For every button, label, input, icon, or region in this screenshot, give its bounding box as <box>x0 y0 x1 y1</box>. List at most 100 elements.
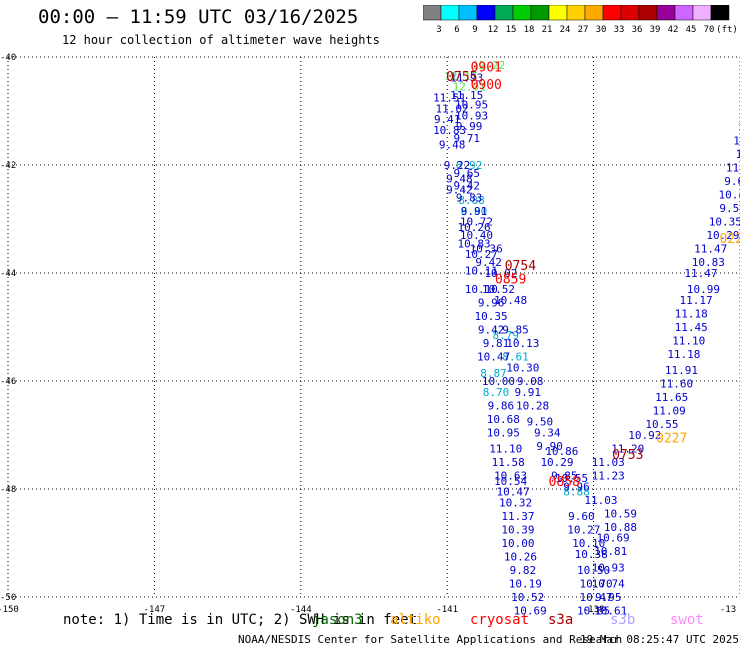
color-swatch <box>656 5 676 21</box>
wave-height-value: 11.45 <box>675 321 708 334</box>
wave-height-value: 11.18 <box>675 308 708 321</box>
wave-height-value: 9.22 <box>444 159 471 172</box>
wave-height-value: 10.88 <box>604 521 637 534</box>
wave-height-value: 9.64 <box>724 175 740 188</box>
wave-height-value: 10.42 <box>719 189 740 202</box>
wave-height-value: 10.72 <box>460 216 493 229</box>
x-tick-label: -13 <box>720 605 736 615</box>
wave-height-value: 10.10 <box>572 537 605 550</box>
wave-height-value: 9.96 <box>563 480 590 493</box>
wave-height-value: 10.70 <box>579 578 612 591</box>
wave-height-value: 9.82 <box>510 564 537 577</box>
wave-height-value: 10.52 <box>482 283 515 296</box>
y-tick-label: -40 <box>0 53 16 63</box>
satellite-legend-jason3: jason3 <box>312 612 363 628</box>
chart-title: 00:00 – 11:59 UTC 03/16/2025 <box>38 6 359 28</box>
wave-height-value: 9.85 <box>551 470 578 483</box>
satellite-legend-s3a: s3a <box>548 612 574 628</box>
wave-height-value: 11.09 <box>653 405 686 418</box>
wave-height-value: 10.83 <box>692 256 725 269</box>
color-swatch <box>584 5 604 21</box>
wave-height-value: 8.79 <box>493 329 520 342</box>
wave-height-value: 10.47 <box>497 486 530 499</box>
pass-time-label: 0901 <box>471 61 502 76</box>
color-tick-label: 33 <box>614 25 625 35</box>
wave-height-value: 9.08 <box>517 375 544 388</box>
color-tick-label: 36 <box>632 25 643 35</box>
wave-height-value: 10.26 <box>457 221 490 234</box>
pass-time-label: 0754 <box>505 259 536 274</box>
y-tick-label: -46 <box>0 377 16 387</box>
wave-height-value: 11.65 <box>655 391 688 404</box>
wave-height-value: 10.13 <box>506 337 539 350</box>
y-tick-label: -48 <box>0 485 16 495</box>
footer-timestamp: 19 Mar 08:25:47 UTC 2025 <box>580 633 739 646</box>
wave-height-value: 8.80 <box>461 205 488 218</box>
y-tick-label: -42 <box>0 161 16 171</box>
pass-time-label: 0755 <box>446 70 477 85</box>
wave-height-value: 8.61 <box>502 351 529 364</box>
wave-height-value: 9.60 <box>568 510 595 523</box>
wave-height-value: 9.96 <box>478 297 505 310</box>
wave-height-value: 8.87 <box>480 367 507 380</box>
wave-height-value: 10.50 <box>577 564 610 577</box>
wave-height-value: 10.00 <box>501 537 534 550</box>
satellite-legend-s3b: s3b <box>610 612 636 628</box>
color-swatch <box>602 5 622 21</box>
wave-height-value: 9.99 <box>456 120 483 133</box>
wave-height-value: 9.34 <box>534 426 561 439</box>
wave-height-value: 11.60 <box>660 378 693 391</box>
wave-height-value: 10.28 <box>516 399 549 412</box>
wave-height-value: 10.92 <box>628 429 661 442</box>
color-tick-label: 42 <box>668 25 679 35</box>
wave-height-value: 10.48 <box>494 294 527 307</box>
color-tick-label: 12 <box>488 25 499 35</box>
pass-time-label: 0753 <box>612 448 643 463</box>
wave-height-value: 9.41 <box>434 113 461 126</box>
color-swatch <box>423 5 442 21</box>
wave-height-value: 10.63 <box>494 470 527 483</box>
wave-height-value: 10.69 <box>597 532 630 545</box>
color-swatch <box>548 5 568 21</box>
wave-height-value: 11.47 <box>694 243 727 256</box>
wave-height-value: 9.42 <box>475 256 502 269</box>
color-tick-label: 9 <box>472 25 477 35</box>
wave-height-value: 11.15 <box>450 89 483 102</box>
wave-height-value: 11.10 <box>489 443 522 456</box>
wave-height-value: 11.20 <box>611 443 644 456</box>
x-tick-label: -138 <box>583 605 605 615</box>
wave-height-value: 8.88 <box>563 486 590 499</box>
wave-height-value: 10.59 <box>604 507 637 520</box>
wave-height-value: 11.18 <box>667 348 700 361</box>
pass-time-label: 0859 <box>495 272 526 287</box>
color-swatch <box>458 5 478 21</box>
color-swatch <box>530 5 550 21</box>
wave-height-value: 10.35 <box>475 310 508 323</box>
color-tick-label: 3 <box>436 25 441 35</box>
color-swatch <box>710 5 730 21</box>
wave-height-value: 11.02 <box>436 102 469 115</box>
wave-height-value: 10.99 <box>687 283 720 296</box>
wave-height-value: 9.50 <box>527 416 554 429</box>
footer-credit: NOAA/NESDIS Center for Satellite Applica… <box>238 633 623 646</box>
wave-height-value: 9.83 <box>456 191 483 204</box>
wave-height-value: 10.27 <box>465 248 498 261</box>
wave-height-value: 10.29 <box>540 456 573 469</box>
wave-height-value: 8.88 <box>458 194 485 207</box>
wave-height-value: 10.95 <box>455 99 488 112</box>
wave-height-value: 11.23 <box>592 470 625 483</box>
wave-height-value: 11.10 <box>672 335 705 348</box>
note-text: note: 1) Time is in UTC; 2) SWH is in fe… <box>63 612 418 628</box>
wave-height-value: 9.42 <box>478 324 505 337</box>
color-tick-label: (ft) <box>716 25 738 35</box>
wave-height-value: 10.54 <box>494 475 527 488</box>
x-tick-label: -150 <box>0 605 19 615</box>
color-swatch <box>512 5 532 21</box>
wave-height-value: 9.65 <box>453 167 480 180</box>
wave-height-value: 10.83 <box>457 237 490 250</box>
wave-height-value: 10.65 <box>577 605 610 618</box>
wave-height-value: 10.47 <box>477 351 510 364</box>
wave-height-value: 9.85 <box>502 324 529 337</box>
wave-height-value: 9.42 <box>453 180 480 193</box>
